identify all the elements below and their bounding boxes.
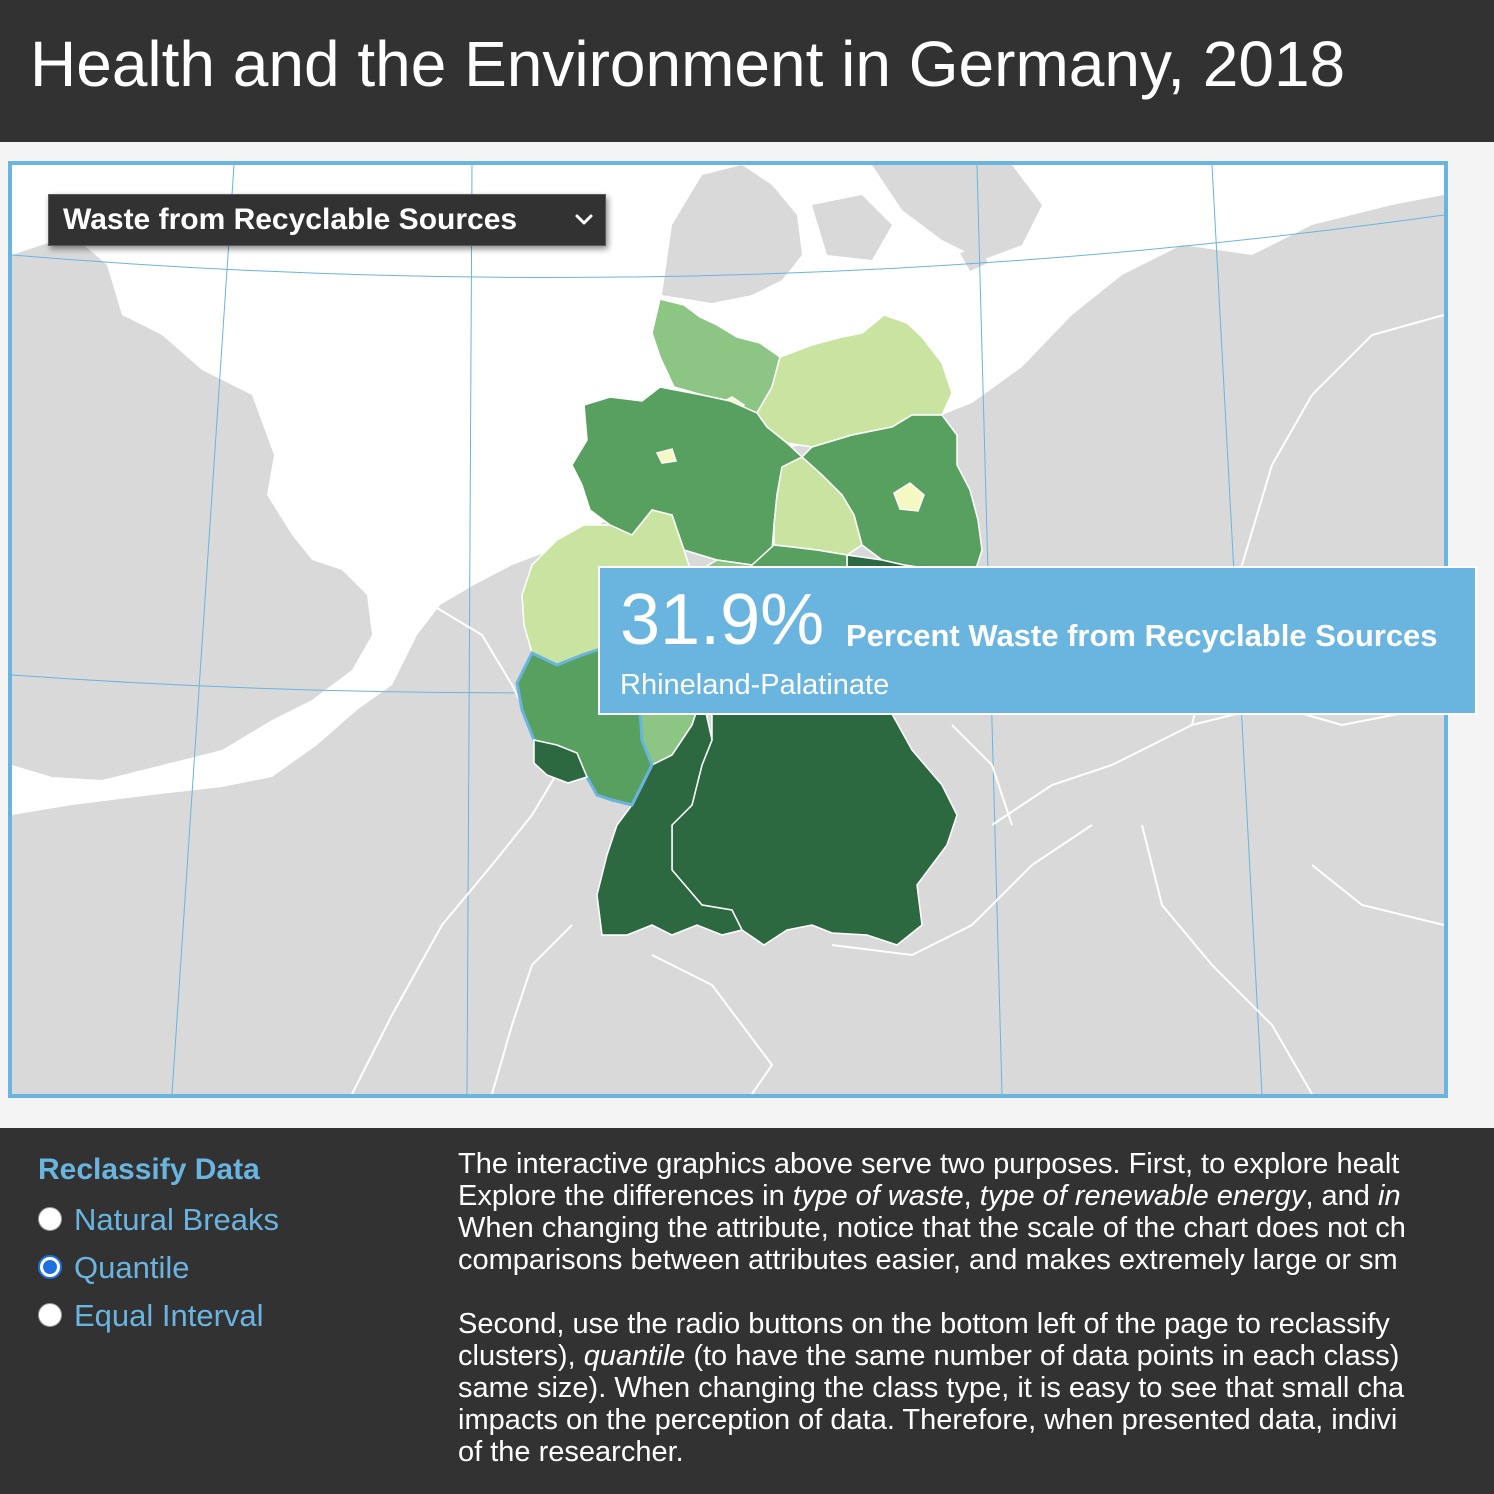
info-label-attribute: Percent Waste from Recyclable Sources (846, 618, 1438, 653)
page-title: Health and the Environment in Germany, 2… (30, 28, 1346, 100)
radio-label[interactable]: Quantile (74, 1250, 190, 1285)
info-label-region: Rhineland-Palatinate (620, 669, 890, 701)
state-baden-wuerttemberg[interactable] (596, 692, 744, 936)
header: Health and the Environment in Germany, 2… (0, 0, 1494, 142)
reclassify-title: Reclassify Data (38, 1153, 260, 1186)
description: The interactive graphics above serve two… (458, 1148, 1494, 1468)
bornholm-landmass (960, 247, 988, 271)
attribute-dropdown[interactable]: Waste from Recyclable Sources (48, 194, 606, 246)
radio-label[interactable]: Equal Interval (74, 1298, 264, 1333)
zealand-landmass (812, 195, 892, 260)
radio-button[interactable] (38, 1303, 62, 1327)
description-paragraph-2: Second, use the radio buttons on the bot… (458, 1308, 1405, 1468)
info-label-value: 31.9% (620, 580, 825, 660)
denmark-landmass (662, 165, 802, 303)
radio-button[interactable] (38, 1207, 62, 1231)
state-bremen[interactable] (655, 448, 677, 464)
state-lower-saxony[interactable] (571, 386, 804, 566)
state-berlin[interactable] (893, 482, 925, 512)
radio-button[interactable] (38, 1255, 62, 1279)
footer: Reclassify Data Natural Breaks Quantile … (0, 1128, 1494, 1494)
chevron-down-icon (575, 214, 593, 225)
radio-label[interactable]: Natural Breaks (74, 1202, 280, 1237)
description-paragraph-1: The interactive graphics above serve two… (458, 1148, 1406, 1276)
uk-landmass (12, 235, 372, 780)
info-label: 31.9% Percent Waste from Recyclable Sour… (598, 566, 1477, 715)
state-saarland[interactable] (533, 739, 589, 784)
attribute-dropdown-value: Waste from Recyclable Sources (63, 203, 518, 236)
sweden-landmass (872, 165, 1042, 260)
